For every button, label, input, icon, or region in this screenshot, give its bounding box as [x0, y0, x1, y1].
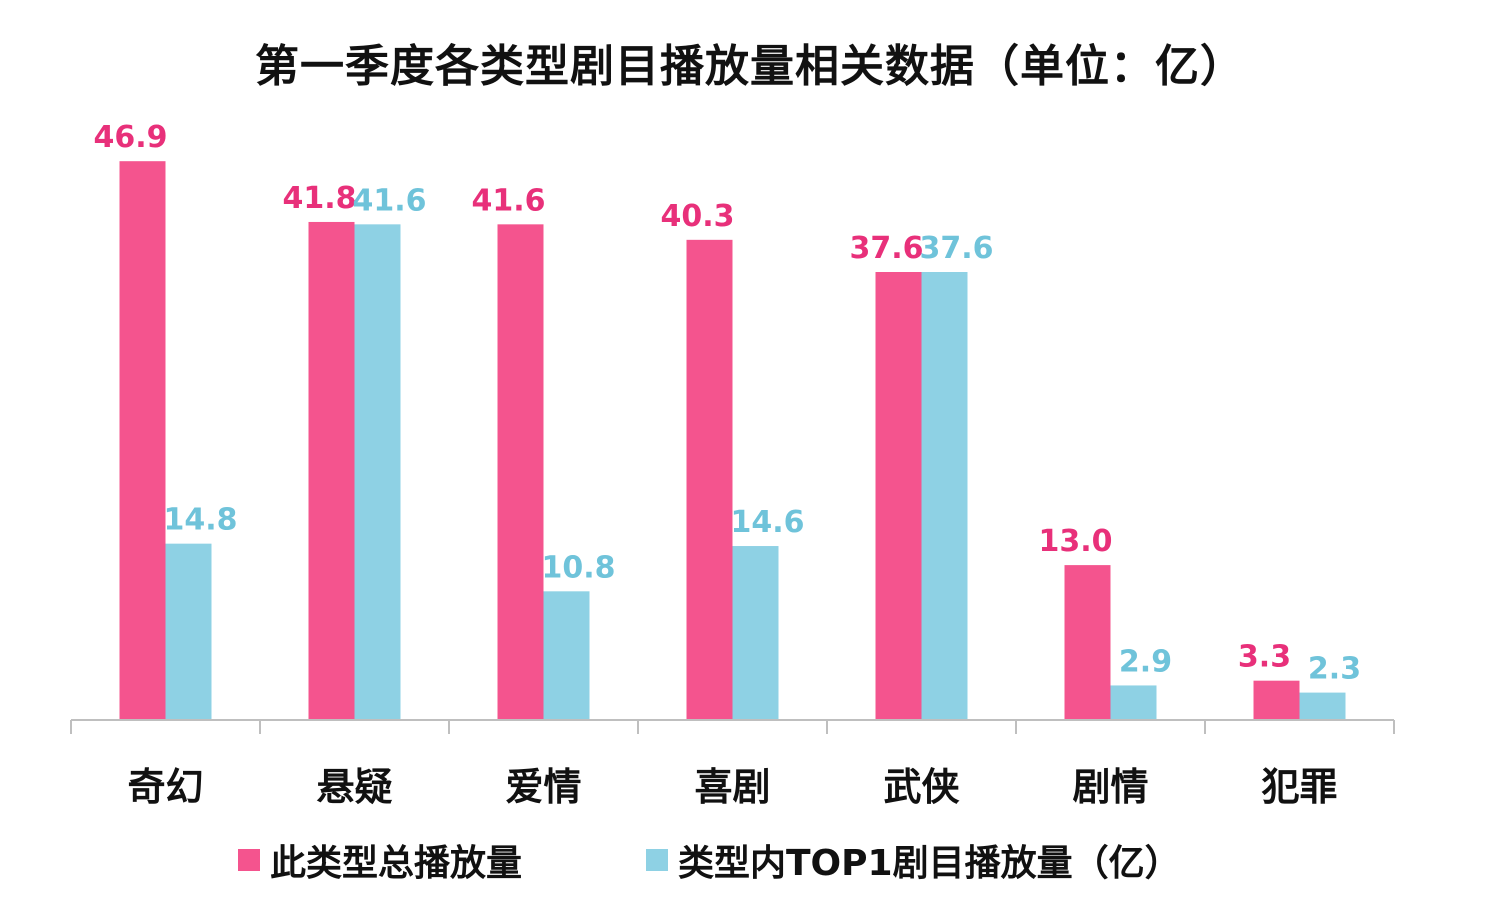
legend-label-top1: 类型内TOP1剧目播放量（亿）: [678, 843, 1181, 884]
bar-top1-3: [732, 546, 779, 720]
legend-swatch-top1: [646, 849, 668, 871]
bar-total-4: [875, 272, 922, 720]
data-label-top1-0: 14.8: [163, 503, 237, 538]
bar-top1-5: [1110, 685, 1157, 720]
bar-top1-6: [1299, 692, 1346, 720]
category-label-3: 喜剧: [694, 765, 770, 809]
bar-top1-1: [354, 224, 401, 720]
bar-top1-2: [543, 591, 590, 720]
bar-top1-4: [921, 272, 968, 720]
data-label-total-5: 13.0: [1038, 524, 1112, 559]
data-label-total-3: 40.3: [660, 199, 734, 234]
bar-total-5: [1064, 565, 1111, 720]
data-label-top1-5: 2.9: [1119, 644, 1172, 679]
data-label-top1-6: 2.3: [1308, 652, 1361, 687]
legend-label-total: 此类型总播放量: [270, 843, 523, 884]
data-label-total-1: 41.8: [282, 181, 356, 216]
bar-total-6: [1253, 680, 1300, 720]
bar-total-0: [119, 161, 166, 721]
legend-item-top1: 类型内TOP1剧目播放量（亿）: [646, 835, 1181, 885]
category-label-1: 悬疑: [316, 765, 392, 809]
chart-title: 第一季度各类型剧目播放量相关数据（单位：亿）: [255, 41, 1245, 92]
bar-top1-0: [165, 543, 212, 720]
data-label-total-2: 41.6: [471, 183, 545, 218]
data-label-total-4: 37.6: [849, 231, 923, 266]
legend-item-total: 此类型总播放量: [238, 835, 522, 885]
data-label-total-6: 3.3: [1238, 640, 1291, 675]
bar-total-3: [686, 239, 733, 721]
data-label-top1-3: 14.6: [730, 505, 804, 540]
legend: 此类型总播放量 类型内TOP1剧目播放量（亿）: [0, 835, 1500, 885]
data-label-top1-4: 37.6: [919, 231, 993, 266]
data-label-top1-2: 10.8: [541, 550, 615, 585]
bar-total-1: [308, 221, 355, 720]
category-label-4: 武侠: [883, 765, 960, 809]
category-label-0: 奇幻: [127, 765, 203, 809]
data-label-top1-1: 41.6: [352, 183, 426, 218]
bar-total-2: [497, 224, 544, 720]
category-label-5: 剧情: [1072, 765, 1148, 809]
category-label-6: 犯罪: [1261, 765, 1337, 809]
category-label-2: 爱情: [505, 765, 581, 809]
data-label-total-0: 46.9: [93, 120, 167, 155]
legend-swatch-total: [238, 849, 260, 871]
